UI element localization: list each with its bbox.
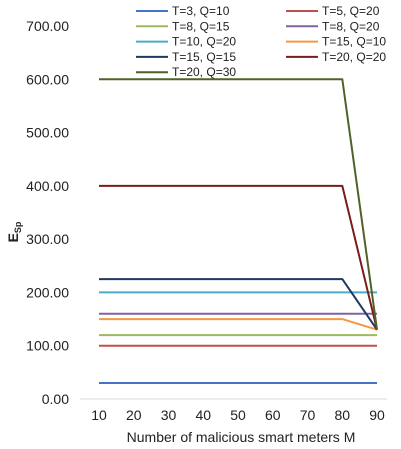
legend-label: T=10, Q=20	[172, 35, 236, 49]
legend-item: T=3, Q=10	[136, 4, 230, 18]
y-tick-label: 200.00	[26, 284, 69, 300]
y-axis-title-sub: Sp	[13, 221, 23, 233]
x-axis-ticks: 10 20 30 40 50 60 70 80 90	[91, 407, 385, 423]
y-axis-title: ESp	[5, 221, 23, 242]
legend-item: T=8, Q=15	[136, 19, 230, 33]
x-tick-label: 50	[230, 407, 246, 423]
x-axis-title: Number of malicious smart meters M	[127, 429, 356, 445]
series-line-6	[99, 278, 378, 331]
x-tick-label: 40	[195, 407, 211, 423]
y-axis-ticks: 0.00 100.00 200.00 300.00 400.00 500.00 600.00…	[26, 18, 69, 407]
series-line-5	[99, 318, 378, 331]
series-line-7	[99, 184, 378, 330]
x-tick-label: 20	[126, 407, 142, 423]
x-tick-label: 30	[161, 407, 177, 423]
legend-item: T=15, Q=10	[286, 35, 386, 49]
legend: T=3, Q=10 T=5, Q=20 T=8, Q=15 T=8, Q=20 T=10…	[136, 4, 386, 79]
legend-label: T=15, Q=15	[172, 50, 236, 64]
x-tick-label: 10	[91, 407, 107, 423]
x-tick-label: 60	[265, 407, 281, 423]
legend-item: T=15, Q=15	[136, 50, 236, 64]
y-tick-label: 600.00	[26, 71, 69, 87]
legend-item: T=8, Q=20	[286, 19, 380, 33]
legend-item: T=10, Q=20	[136, 35, 236, 49]
legend-item: T=20, Q=20	[286, 50, 386, 64]
y-tick-label: 100.00	[26, 338, 69, 354]
x-tick-label: 70	[300, 407, 316, 423]
legend-label: T=8, Q=20	[322, 19, 380, 33]
y-tick-label: 700.00	[26, 18, 69, 34]
series-lines	[99, 78, 378, 384]
legend-label: T=5, Q=20	[322, 4, 380, 18]
legend-label: T=3, Q=10	[172, 4, 230, 18]
y-tick-label: 0.00	[42, 391, 69, 407]
y-tick-label: 500.00	[26, 125, 69, 141]
legend-label: T=20, Q=30	[172, 65, 236, 79]
legend-label: T=20, Q=20	[322, 50, 386, 64]
legend-label: T=15, Q=10	[322, 35, 386, 49]
legend-label: T=8, Q=15	[172, 19, 230, 33]
y-tick-label: 300.00	[26, 231, 69, 247]
y-axis-title-main: E	[5, 233, 21, 242]
y-tick-label: 400.00	[26, 178, 69, 194]
x-tick-label: 80	[334, 407, 350, 423]
legend-item: T=5, Q=20	[286, 4, 380, 18]
legend-item: T=20, Q=30	[136, 65, 236, 79]
x-tick-label: 90	[369, 407, 385, 423]
series-line-8	[99, 78, 378, 330]
